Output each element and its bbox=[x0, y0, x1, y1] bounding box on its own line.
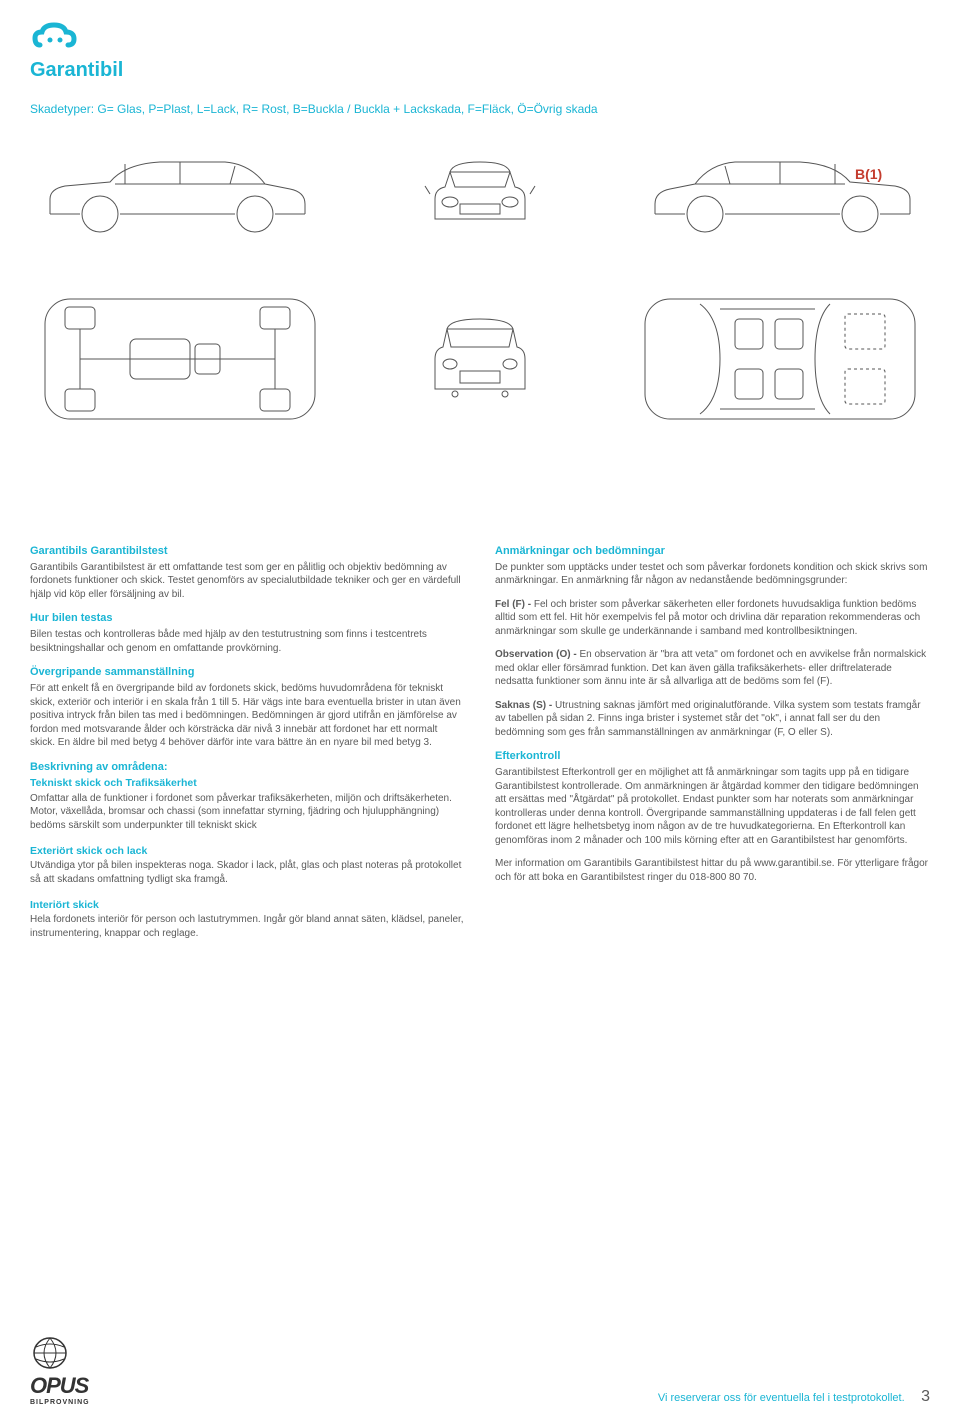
section-body: Bilen testas och kontrolleras både med h… bbox=[30, 628, 465, 655]
grade-label: Observation (O) - bbox=[495, 649, 579, 660]
opus-logo-subtext: BILPROVNING bbox=[30, 1399, 90, 1406]
section-body: Garantibilstest Efterkontroll ger en möj… bbox=[495, 766, 930, 847]
opus-logo-text: OPUS bbox=[30, 1373, 90, 1399]
section-heading: Anmärkningar och bedömningar bbox=[495, 544, 930, 559]
section-heading: Efterkontroll bbox=[495, 749, 930, 764]
section-body: Saknas (S) - Utrustning saknas jämfört m… bbox=[495, 699, 930, 740]
left-column: Garantibils Garantibilstest Garantibils … bbox=[30, 544, 465, 950]
page-footer: OPUS BILPROVNING Vi reserverar oss för e… bbox=[30, 1335, 930, 1406]
damage-marker-label: B(1) bbox=[855, 166, 882, 182]
car-side-left bbox=[30, 144, 320, 244]
damage-types-legend: Skadetyper: G= Glas, P=Plast, L=Lack, R=… bbox=[30, 102, 930, 116]
section-body: De punkter som upptäcks under testet och… bbox=[495, 561, 930, 588]
section-body: Omfattar alla de funktioner i fordonet s… bbox=[30, 792, 465, 833]
opus-logo: OPUS BILPROVNING bbox=[30, 1335, 90, 1406]
section-body: Fel (F) - Fel och brister som påverkar s… bbox=[495, 598, 930, 639]
section-heading: Garantibils Garantibilstest bbox=[30, 544, 465, 559]
car-diagram-row-2 bbox=[30, 274, 930, 444]
section-heading: Beskrivning av områdena: bbox=[30, 760, 465, 775]
section-subheading: Tekniskt skick och Trafiksäkerhet bbox=[30, 776, 465, 790]
section-heading: Hur bilen testas bbox=[30, 611, 465, 626]
grade-desc: Utrustning saknas jämfört med originalut… bbox=[495, 700, 921, 738]
page-number: 3 bbox=[921, 1388, 930, 1405]
footer-right: Vi reserverar oss för eventuella fel i t… bbox=[658, 1388, 930, 1406]
grade-label: Saknas (S) - bbox=[495, 700, 555, 711]
section-body: Utvändiga ytor på bilen inspekteras noga… bbox=[30, 859, 465, 886]
section-body: Garantibils Garantibilstest är ett omfat… bbox=[30, 561, 465, 602]
car-bottom bbox=[30, 279, 330, 439]
car-diagram-row-1: B(1) bbox=[30, 134, 930, 254]
section-subheading: Exteriört skick och lack bbox=[30, 844, 465, 858]
car-top bbox=[630, 279, 930, 439]
brand-logo: Garantibil bbox=[30, 20, 930, 82]
section-body: För att enkelt få en övergripande bild a… bbox=[30, 682, 465, 750]
cloud-logo-icon bbox=[30, 20, 120, 58]
car-rear bbox=[405, 299, 555, 419]
car-side-right: B(1) bbox=[640, 144, 930, 244]
grade-desc: Fel och brister som påverkar säkerheten … bbox=[495, 599, 920, 637]
car-front bbox=[405, 144, 555, 244]
brand-logo-text: Garantibil bbox=[30, 59, 930, 82]
section-body: Mer information om Garantibils Garantibi… bbox=[495, 857, 930, 884]
content-columns: Garantibils Garantibilstest Garantibils … bbox=[30, 544, 930, 950]
right-column: Anmärkningar och bedömningar De punkter … bbox=[495, 544, 930, 950]
opus-globe-icon bbox=[30, 1335, 70, 1371]
section-heading: Övergripande sammanställning bbox=[30, 665, 465, 680]
section-subheading: Interiört skick bbox=[30, 898, 465, 912]
footer-disclaimer: Vi reserverar oss för eventuella fel i t… bbox=[658, 1392, 905, 1404]
section-body: Observation (O) - En observation är "bra… bbox=[495, 648, 930, 689]
grade-label: Fel (F) - bbox=[495, 599, 534, 610]
section-body: Hela fordonets interiör för person och l… bbox=[30, 913, 465, 940]
